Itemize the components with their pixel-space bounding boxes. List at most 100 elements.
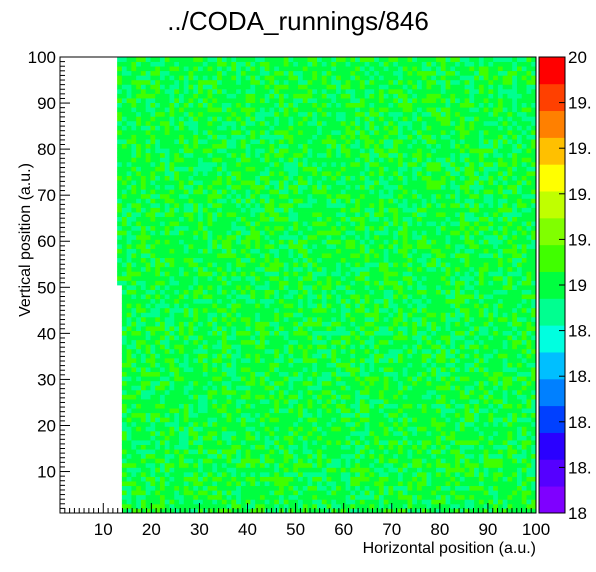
heatmap-cell [402, 348, 408, 354]
heatmap-cell [497, 316, 504, 322]
heatmap-cell [407, 257, 413, 263]
heatmap-cell [126, 367, 132, 373]
heatmap-cell [145, 444, 151, 450]
heatmap-cell [336, 376, 342, 382]
heatmap-cell [150, 367, 156, 373]
heatmap-cell [440, 257, 446, 263]
heatmap-cell [126, 362, 132, 368]
heatmap-cell [240, 371, 247, 377]
heatmap-cell [397, 294, 404, 300]
heatmap-cell [526, 508, 532, 514]
heatmap-cell [298, 348, 304, 354]
heatmap-cell [174, 362, 180, 368]
heatmap-cell [188, 503, 194, 509]
heatmap-cell [302, 298, 308, 304]
heatmap-cell [174, 481, 180, 487]
heatmap-cell [417, 348, 423, 354]
heatmap-cell [440, 403, 446, 409]
heatmap-cell [488, 294, 494, 300]
heatmap-cell [312, 458, 318, 464]
heatmap-cell [298, 453, 304, 459]
heatmap-cell [369, 444, 375, 450]
heatmap-cell [198, 467, 204, 473]
heatmap-cell [207, 344, 213, 350]
heatmap-cell [126, 490, 132, 496]
heatmap-cell [421, 380, 427, 386]
heatmap-cell [378, 494, 385, 500]
heatmap-cell [493, 344, 499, 350]
heatmap-cell [440, 303, 446, 309]
heatmap-cell [121, 253, 128, 259]
heatmap-cell [407, 449, 413, 455]
heatmap-cell [179, 326, 185, 331]
heatmap-cell [502, 430, 508, 436]
heatmap-cell [455, 335, 461, 341]
heatmap-cell [193, 330, 199, 336]
heatmap-cell [193, 353, 199, 359]
heatmap-cell [136, 467, 142, 473]
heatmap-cell [478, 435, 485, 441]
heatmap-cell [283, 339, 289, 345]
heatmap-cell [131, 357, 137, 363]
heatmap-cell [245, 399, 251, 404]
heatmap-cell [264, 298, 270, 304]
heatmap-cell [278, 412, 285, 418]
heatmap-cell [155, 321, 161, 327]
heatmap-cell [150, 385, 156, 391]
heatmap-cell [426, 357, 432, 363]
heatmap-cell [198, 385, 204, 391]
heatmap-cell [464, 426, 470, 432]
heatmap-cell [169, 280, 175, 286]
heatmap-cell [340, 481, 346, 487]
heatmap-cell [417, 412, 423, 418]
heatmap-cell [478, 476, 485, 482]
heatmap-cell [331, 371, 337, 377]
heatmap-cell [345, 380, 351, 386]
heatmap-cell [231, 435, 237, 441]
heatmap-cell [531, 371, 537, 377]
heatmap-cell [198, 399, 204, 404]
heatmap-cell [464, 266, 470, 272]
heatmap-cell [459, 476, 465, 482]
heatmap-cell [364, 471, 370, 477]
heatmap-cell [283, 335, 289, 341]
heatmap-cell [483, 408, 489, 414]
heatmap-cell [483, 490, 489, 496]
heatmap-cell [169, 262, 175, 268]
heatmap-cell [183, 399, 189, 404]
heatmap-cell [378, 367, 385, 373]
heatmap-cell [378, 321, 385, 327]
heatmap-cell [393, 257, 399, 263]
heatmap-cell [393, 376, 399, 382]
heatmap-cell [183, 294, 189, 300]
heatmap-cell [421, 367, 427, 373]
heatmap-cell [198, 490, 204, 496]
heatmap-cell [293, 298, 299, 304]
heatmap-cell [464, 348, 470, 354]
heatmap-cell [159, 490, 166, 496]
heatmap-cell [383, 499, 389, 505]
heatmap-cell [340, 307, 346, 313]
heatmap-cell [202, 444, 208, 450]
heatmap-cell [183, 326, 189, 331]
heatmap-cell [231, 285, 237, 290]
heatmap-cell [374, 285, 380, 290]
heatmap-cell [302, 490, 308, 496]
heatmap-cell [164, 253, 170, 259]
heatmap-cell [450, 371, 456, 377]
heatmap-cell [259, 458, 266, 464]
heatmap-cell [474, 380, 480, 386]
heatmap-cell [369, 335, 375, 341]
heatmap-cell [240, 399, 247, 404]
heatmap-cell [169, 403, 175, 409]
heatmap-cell [478, 367, 485, 373]
heatmap-cell [355, 485, 361, 491]
heatmap-cell [459, 307, 465, 313]
heatmap-cell [440, 444, 446, 450]
heatmap-cell [269, 275, 275, 281]
heatmap-cell [388, 357, 394, 363]
heatmap-cell [431, 412, 437, 418]
heatmap-cell [526, 367, 532, 373]
heatmap-cell [240, 458, 247, 464]
heatmap-cell [231, 426, 237, 432]
